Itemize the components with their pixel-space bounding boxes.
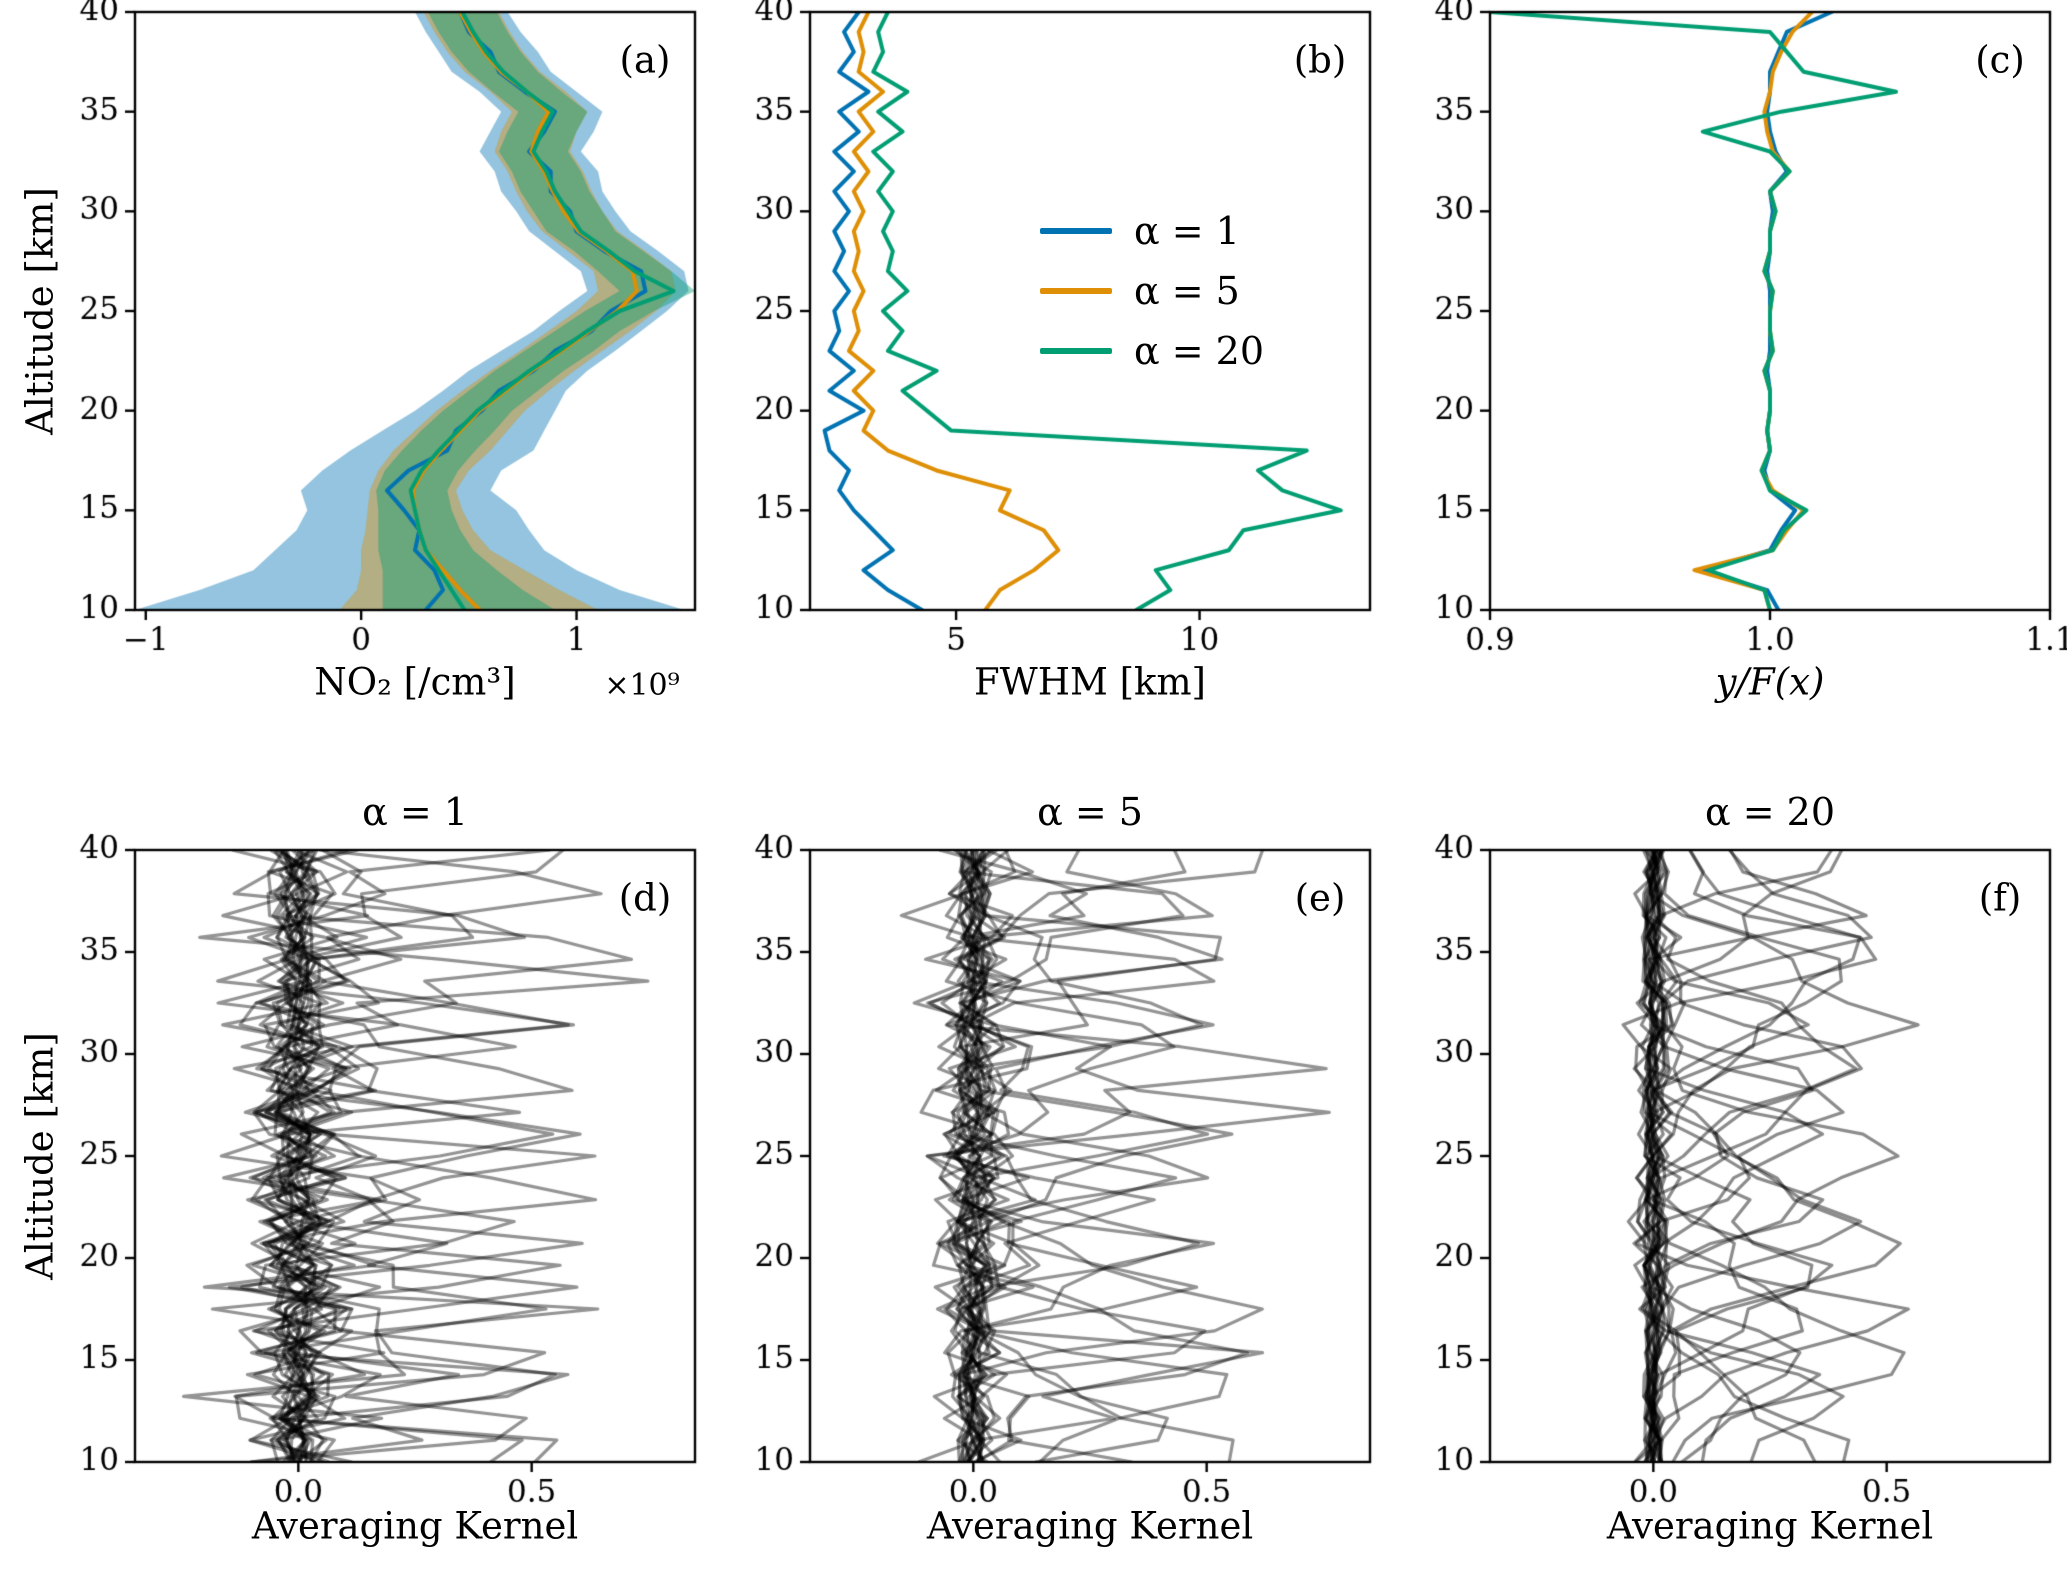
legend-label-alpha-1: α = 1 — [1134, 209, 1240, 253]
subplot-title-alpha-5: α = 5 — [1037, 790, 1143, 834]
x-axis-label-kernel-d: Averaging Kernel — [251, 1504, 579, 1548]
x-axis-label-no2: NO₂ [/cm³] — [314, 660, 516, 704]
x-axis-label-yfx: y/F(x) — [1715, 660, 1825, 704]
panel-label-c: (c) — [1975, 38, 2025, 82]
legend-line-alpha-20-icon — [1040, 348, 1112, 354]
x-axis-label-kernel-e: Averaging Kernel — [926, 1504, 1254, 1548]
legend-entry-alpha-20: α = 20 — [1040, 332, 1264, 370]
legend-label-alpha-5: α = 5 — [1134, 269, 1240, 313]
legend-entry-alpha-1: α = 1 — [1040, 212, 1264, 250]
x-axis-label-kernel-f: Averaging Kernel — [1606, 1504, 1934, 1548]
legend-entry-alpha-5: α = 5 — [1040, 272, 1264, 310]
x-axis-label-fwhm: FWHM [km] — [974, 660, 1206, 704]
panel-label-e: (e) — [1294, 876, 1346, 920]
y-axis-label-bottom: Altitude [km] — [18, 1032, 62, 1280]
subplot-title-alpha-1: α = 1 — [362, 790, 468, 834]
legend-line-alpha-1-icon — [1040, 228, 1112, 234]
panel-label-d: (d) — [618, 876, 672, 920]
legend: α = 1 α = 5 α = 20 — [1040, 212, 1264, 370]
y-axis-label-top: Altitude [km] — [18, 187, 62, 435]
subplot-title-alpha-20: α = 20 — [1704, 790, 1836, 834]
panel-label-b: (b) — [1293, 38, 1347, 82]
x-axis-offset-text: ×10⁹ — [604, 668, 680, 703]
panel-label-a: (a) — [619, 38, 671, 82]
legend-line-alpha-5-icon — [1040, 288, 1112, 294]
panel-label-f: (f) — [1978, 876, 2022, 920]
legend-label-alpha-20: α = 20 — [1134, 329, 1265, 373]
